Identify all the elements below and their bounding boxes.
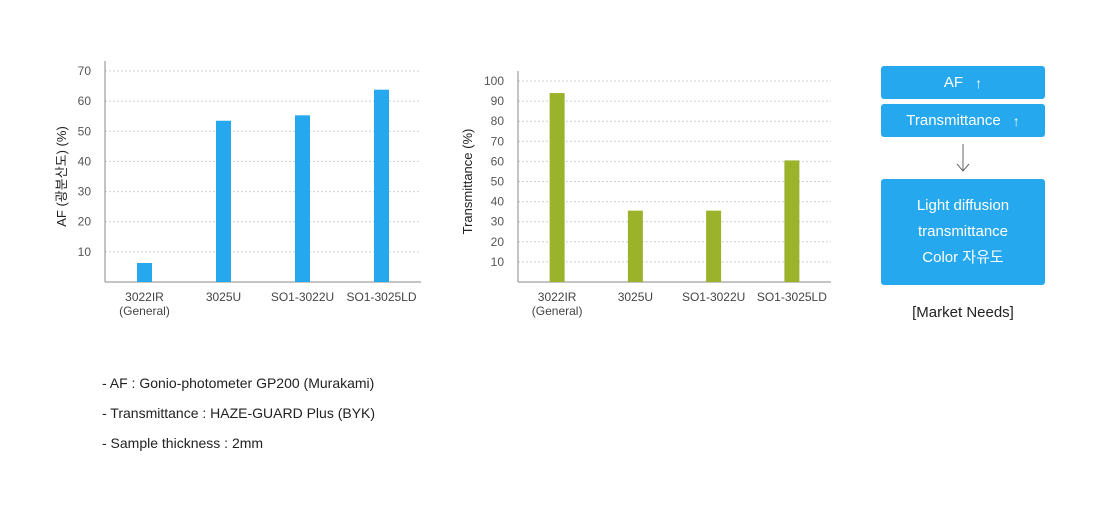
arrow-down-icon	[956, 144, 970, 172]
y-tick-label: 30	[78, 185, 92, 199]
result-line-transmittance: transmittance	[917, 223, 1009, 240]
y-tick-label: 70	[78, 64, 92, 78]
market-needs-caption: [Market Needs]	[912, 304, 1014, 321]
x-tick-label: 3022IR	[125, 290, 164, 304]
market-need-af-box: AF ↑	[881, 66, 1045, 99]
result-line-light-diffusion: Light diffusion	[916, 197, 1010, 214]
arrow-up-icon: ↑	[975, 74, 983, 91]
bar-1	[549, 93, 565, 282]
y-tick-label: 10	[78, 245, 92, 259]
arrow-up-icon: ↑	[1012, 112, 1020, 129]
y-tick-label: 40	[78, 154, 92, 168]
y-tick-label: 60	[78, 94, 92, 108]
x-tick-label: SO1-3025LD	[757, 290, 827, 304]
x-tick-label: SO1-3022U	[682, 290, 745, 304]
x-tick-label: SO1-3022U	[271, 290, 334, 304]
note-thickness: - Sample thickness : 2mm	[102, 435, 264, 451]
market-need-transmittance-box: Transmittance ↑	[881, 104, 1045, 137]
y-tick-label: 100	[484, 74, 504, 88]
y-tick-label: 30	[491, 215, 505, 229]
transmittance-bar-chart: 10 20 30 40 50 60 70 80 90 100 Transmittance (%) 30…	[460, 71, 831, 318]
y-tick-label: 70	[491, 134, 505, 148]
note-af: - AF : Gonio-photometer GP200 (Murakami)	[102, 375, 375, 391]
measurement-notes: - AF : Gonio-photometer GP200 (Murakami)…	[102, 374, 375, 464]
y-tick-label: 50	[491, 175, 505, 189]
y-tick-label: 20	[78, 215, 92, 229]
x-tick-label-sub: (General)	[532, 304, 583, 318]
x-tick-label-sub: (General)	[119, 304, 170, 318]
y-axis-label: Transmittance (%)	[460, 129, 475, 235]
market-need-transmittance-label: Transmittance	[906, 112, 1001, 129]
x-tick-label: 3025U	[618, 290, 653, 304]
x-tick-label: 3025U	[206, 290, 241, 304]
result-line-color: Color 자유도	[922, 249, 1004, 266]
bar-2	[627, 210, 643, 282]
x-tick-label: 3022IR	[538, 290, 577, 304]
market-need-result-box: Light diffusion transmittance Color 자유도	[881, 179, 1045, 285]
y-tick-label: 90	[491, 94, 505, 108]
af-bar-chart: 10 20 30 40 50 60 70 AF (광분산도) (%) 3022IR(Genera…	[54, 61, 421, 318]
bar-4	[374, 89, 389, 282]
y-tick-label: 20	[491, 235, 505, 249]
bar-3	[706, 210, 722, 282]
y-tick-label: 60	[491, 154, 505, 168]
bar-3	[295, 115, 310, 282]
note-transmittance: - Transmittance : HAZE-GUARD Plus (BYK)	[102, 405, 376, 421]
market-need-af-label: AF	[943, 74, 964, 91]
y-axis-label: AF (광분산도) (%)	[54, 126, 69, 227]
bar-4	[784, 160, 800, 282]
bar-1	[137, 263, 152, 282]
y-tick-label: 80	[491, 114, 505, 128]
y-tick-label: 10	[491, 255, 505, 269]
bar-2	[216, 120, 231, 282]
y-tick-label: 40	[491, 195, 505, 209]
y-tick-label: 50	[78, 124, 92, 138]
x-tick-label: SO1-3025LD	[346, 290, 416, 304]
